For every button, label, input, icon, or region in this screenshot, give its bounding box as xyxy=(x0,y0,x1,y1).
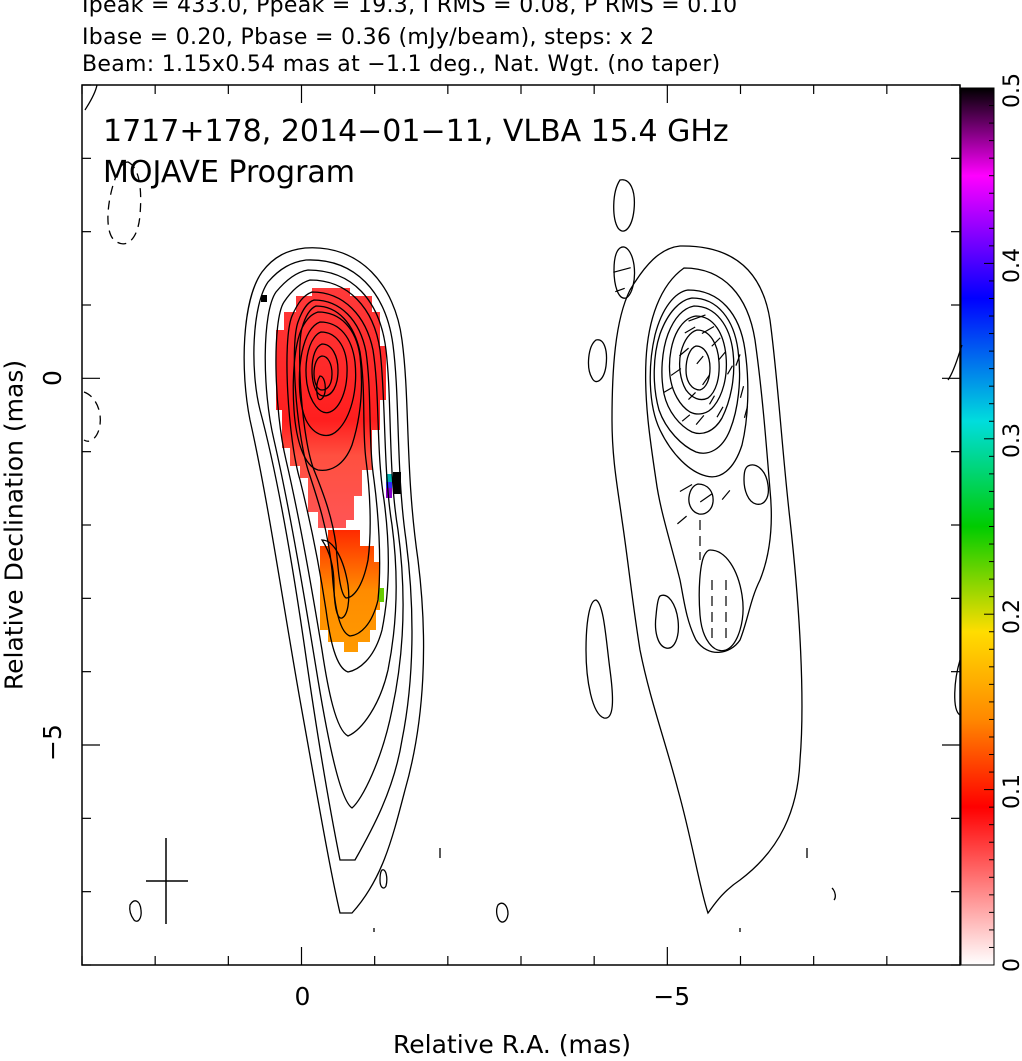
polarization-pixel xyxy=(386,482,392,488)
y-axis-label: Relative Declination (mas) xyxy=(0,359,29,691)
evpa-ticks xyxy=(613,267,749,525)
evpa-tick xyxy=(739,386,745,398)
header-line-3: Beam: 1.15x0.54 mas at −1.1 deg., Nat. W… xyxy=(82,52,721,77)
stokes-i-contours-left xyxy=(84,84,509,932)
evpa-tick xyxy=(695,415,705,425)
evpa-tick xyxy=(663,386,673,394)
colorbar-tick-label: 0.3 xyxy=(1000,423,1022,459)
y-tick-label: −5 xyxy=(38,724,67,761)
evpa-tick xyxy=(699,493,713,503)
evpa-tick xyxy=(702,374,710,386)
evpa-tick xyxy=(743,406,749,418)
evpa-tick xyxy=(735,354,741,366)
evpa-tick xyxy=(701,325,715,335)
negative-contours-right xyxy=(699,520,727,640)
colorbar-tick-label: 0.4 xyxy=(1000,247,1022,283)
evpa-tick xyxy=(670,368,682,376)
evpa-tick xyxy=(684,326,696,334)
axis-ticks xyxy=(81,84,961,966)
evpa-tick xyxy=(711,337,721,347)
evpa-tick xyxy=(696,355,704,365)
x-axis-label: Relative R.A. (mas) xyxy=(393,1030,631,1059)
evpa-tick xyxy=(677,515,687,525)
colorbar xyxy=(960,87,995,966)
evpa-tick xyxy=(708,395,716,405)
polarization-pixel xyxy=(386,488,392,498)
colorbar-tick-label: 0.1 xyxy=(1000,774,1022,810)
evpa-tick xyxy=(679,483,693,493)
polarization-pixel xyxy=(261,295,267,302)
header-line-1: Ipeak = 433.0, Ppeak = 19.3, I RMS = 0.0… xyxy=(82,0,738,18)
evpa-tick xyxy=(721,490,731,500)
evpa-tick xyxy=(718,351,726,361)
evpa-tick xyxy=(688,392,696,400)
jet-polarization-region xyxy=(320,530,380,652)
evpa-tick xyxy=(613,267,631,273)
negative-contours-left xyxy=(83,161,142,442)
polarization-pixel xyxy=(386,474,392,482)
evpa-tick xyxy=(679,347,689,357)
program-label: MOJAVE Program xyxy=(103,155,356,190)
evpa-tick xyxy=(681,414,691,422)
x-tick-label: −5 xyxy=(653,982,691,1011)
colorbar-tick-label: 0 xyxy=(1000,958,1022,972)
y-tick-label: 0 xyxy=(38,370,67,387)
evpa-tick xyxy=(615,287,625,293)
plot-frame xyxy=(81,84,961,966)
plot-title: 1717+178, 2014−01−11, VLBA 15.4 GHz xyxy=(103,114,729,149)
beam-cross xyxy=(146,838,188,924)
header-line-2: Ibase = 0.20, Pbase = 0.36 (mJy/beam), s… xyxy=(82,25,655,50)
colorbar-tick-label: 0.5 xyxy=(1000,72,1022,108)
x-tick-label: 0 xyxy=(294,982,311,1011)
evpa-tick xyxy=(726,365,734,375)
polarization-pixel xyxy=(393,472,401,494)
polarization-pixel xyxy=(379,588,384,602)
stokes-i-contours-right xyxy=(585,179,963,932)
evpa-tick xyxy=(688,314,706,322)
evpa-tick xyxy=(716,406,724,418)
colorbar-tick-label: 0.2 xyxy=(1000,598,1022,634)
